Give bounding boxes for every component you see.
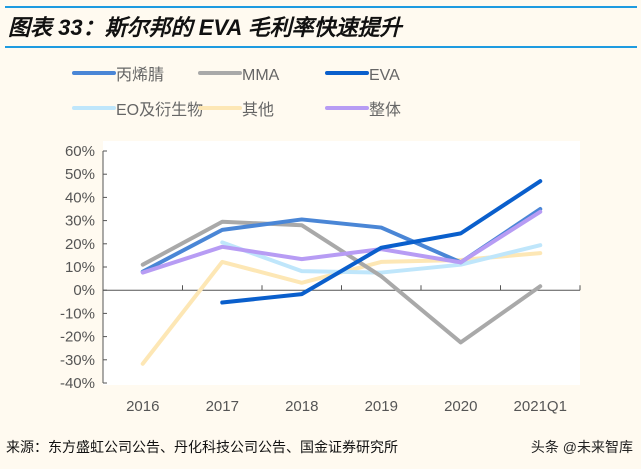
legend-label: 其他 [242, 101, 274, 119]
y-tick-label: -30% [60, 352, 95, 369]
y-tick-label: 20% [65, 236, 95, 253]
y-tick-label: 10% [65, 259, 95, 276]
legend-label: 丙烯腈 [116, 66, 164, 84]
figure-title: 图表 33：斯尔邦的 EVA 毛利率快速提升 [8, 15, 402, 40]
series-line-1 [140, 219, 543, 345]
y-tick-label: 50% [65, 166, 95, 183]
title-rule [5, 46, 637, 48]
line-chart: -40% -30% -20% -10% 0% 10% 20% 30% 40% 50% 60% 2016… [60, 66, 581, 415]
plot-area [103, 141, 580, 385]
y-tick-label: 60% [65, 143, 95, 160]
x-tick-label: 2021Q1 [514, 398, 567, 415]
series-line-3 [220, 240, 543, 275]
y-tick-label: -10% [60, 305, 95, 322]
legend-label: EVA [369, 67, 400, 84]
series-line-2 [220, 179, 543, 305]
y-tick-label: 0% [73, 282, 95, 299]
x-tick-label: 2016 [126, 398, 159, 415]
y-tick-label: 30% [65, 213, 95, 230]
legend-label: MMA [242, 67, 280, 84]
y-tick-label: -40% [60, 375, 95, 392]
x-tick-label: 2017 [206, 398, 239, 415]
x-tick-label: 2019 [365, 398, 398, 415]
source-note: 来源：东方盛虹公司公告、丹化科技公司公告、国金证券研究所 [6, 439, 398, 455]
y-tick-label: -20% [60, 329, 95, 346]
legend-label: 整体 [369, 101, 401, 119]
x-tick-label: 2018 [285, 398, 318, 415]
legend-label: EO及衍生物 [116, 101, 203, 119]
top-rule [5, 6, 637, 8]
y-tick-label: 40% [65, 189, 95, 206]
watermark: 头条 @未来智库 [530, 439, 633, 455]
x-tick-label: 2020 [444, 398, 477, 415]
series-line-5 [140, 209, 543, 275]
